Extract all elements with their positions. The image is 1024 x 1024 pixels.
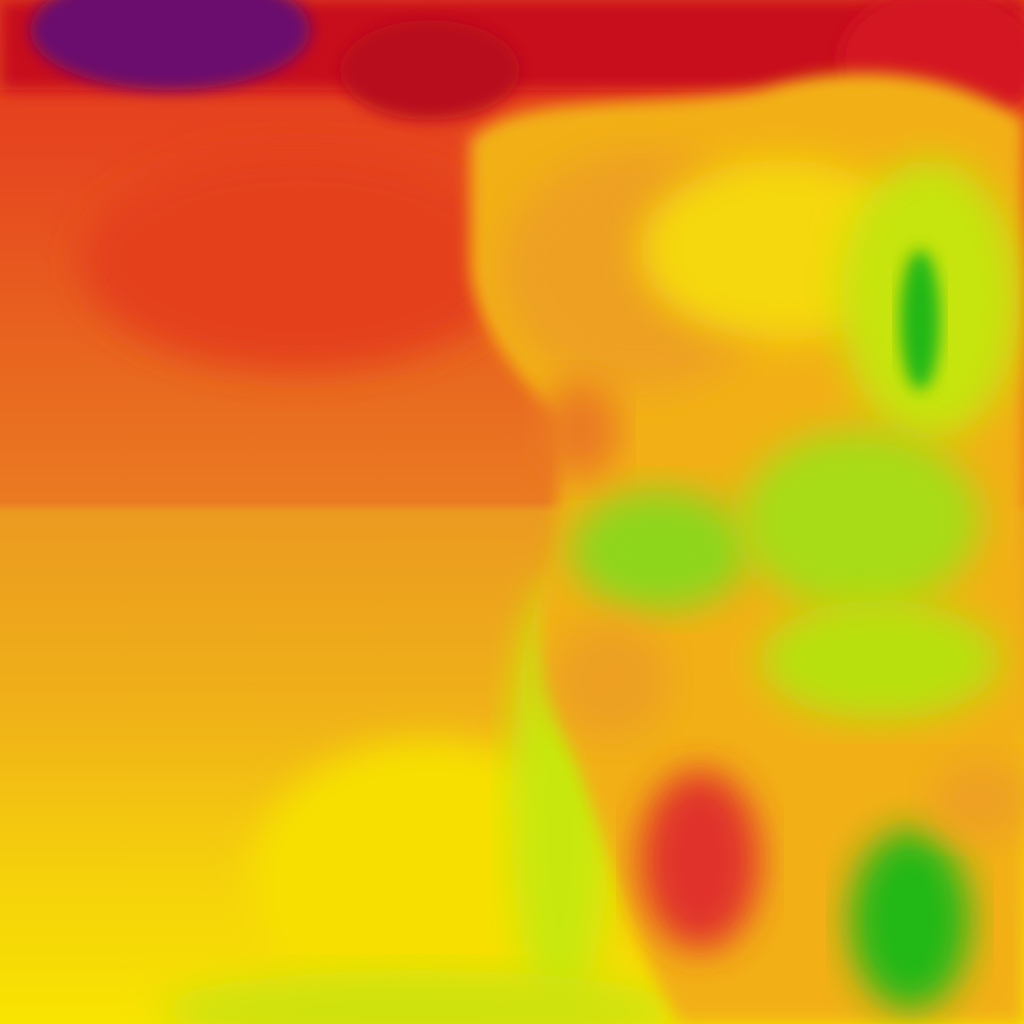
land-layer	[470, 73, 1024, 1024]
